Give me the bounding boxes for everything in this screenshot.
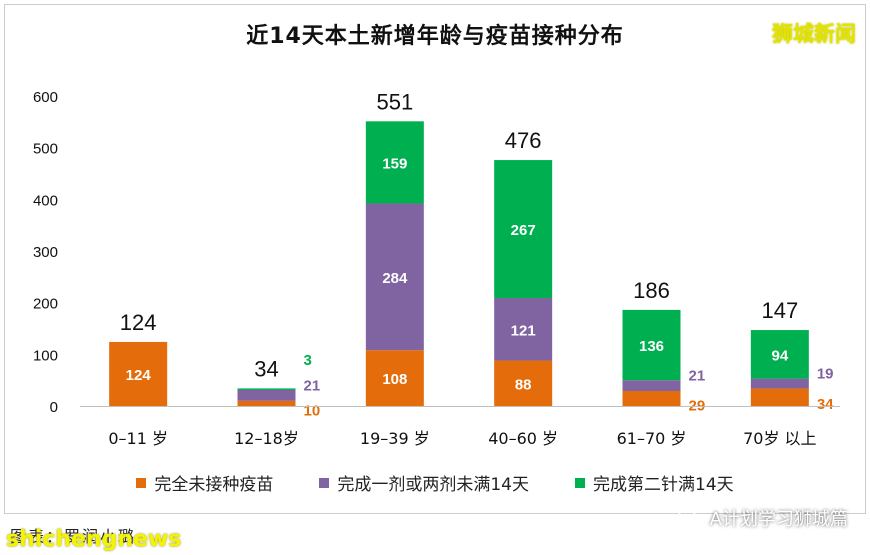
legend-swatch	[575, 477, 585, 488]
bar-segment	[365, 350, 424, 406]
total-label: 551	[376, 89, 413, 114]
segment-value-label: 121	[511, 322, 536, 339]
segment-value-label: 10	[304, 402, 321, 419]
chart-legend: 完全未接种疫苗 完成一剂或两剂未满14天 完成第二针满14天	[0, 470, 870, 495]
y-tick-label: 500	[33, 141, 58, 158]
account-name: A计划学习狮城篇	[709, 509, 848, 530]
bar-segment	[622, 309, 681, 381]
y-tick-label: 400	[33, 192, 58, 209]
brand-watermark: 狮城新闻	[772, 22, 856, 46]
x-tick-label: 0–11 岁	[108, 429, 168, 448]
bar-segment	[750, 330, 809, 379]
source-watermark: shichengnews	[6, 527, 182, 552]
chart-credit: 图表：罗润小璐	[10, 527, 137, 546]
total-label: 186	[633, 278, 670, 303]
x-tick-label: 70岁 以上	[743, 429, 816, 448]
bar-segment	[109, 341, 168, 406]
segment-value-label: 34	[817, 396, 834, 413]
legend-swatch	[319, 477, 330, 488]
segment-value-label: 88	[515, 376, 532, 393]
legend-item: 完全未接种疫苗	[136, 470, 273, 495]
total-label: 124	[120, 310, 157, 335]
y-tick-label: 100	[33, 347, 58, 364]
total-label: 476	[505, 128, 542, 153]
bar-segment	[494, 298, 553, 361]
chart-frame	[4, 4, 866, 514]
bar-segment	[622, 380, 681, 392]
segment-value-label: 3	[304, 352, 312, 369]
segment-value-label: 267	[511, 222, 536, 239]
segment-value-label: 124	[126, 367, 152, 384]
x-tick-label: 61–70 岁	[617, 429, 687, 448]
y-tick-label: 300	[33, 244, 58, 261]
y-tick-label: 600	[33, 89, 58, 106]
segment-value-label: 159	[382, 155, 407, 172]
bar-segment	[750, 388, 809, 406]
legend-label: 完成第二针满14天	[593, 475, 734, 495]
segment-value-label: 21	[689, 368, 706, 385]
y-tick-label: 0	[50, 399, 58, 416]
chart-title: 近14天本土新增年龄与疫苗接种分布	[246, 24, 624, 49]
legend-swatch	[136, 477, 147, 488]
x-tick-label: 19–39 岁	[360, 429, 430, 448]
bar-segment	[237, 388, 296, 390]
bar-segment	[365, 203, 424, 351]
bar-segment	[494, 160, 553, 299]
bar-segment	[494, 360, 553, 406]
total-label: 34	[254, 356, 278, 381]
bar-segment	[237, 400, 296, 406]
segment-value-label: 136	[639, 338, 664, 355]
wechat-icon	[677, 508, 702, 527]
chart-plot: 0 100 200 300 400 500 600 124 124 10 21 3 34 108 284 1…	[33, 89, 840, 448]
legend-item: 完成一剂或两剂未满14天	[319, 470, 529, 495]
bar-segment	[237, 389, 296, 401]
y-tick-label: 200	[33, 296, 58, 313]
segment-value-label: 94	[771, 347, 788, 364]
segment-value-label: 21	[304, 377, 321, 394]
legend-item: 完成第二针满14天	[575, 470, 734, 495]
bar-segment	[622, 391, 681, 406]
legend-label: 完成一剂或两剂未满14天	[337, 475, 529, 495]
x-tick-label: 12–18岁	[234, 429, 299, 448]
segment-value-label: 19	[817, 366, 834, 383]
bar-segment	[365, 121, 424, 204]
segment-value-label: 284	[382, 270, 408, 287]
x-tick-label: 40–60 岁	[488, 429, 558, 448]
segment-value-label: 108	[382, 371, 407, 388]
account-badge: A计划学习狮城篇	[677, 505, 848, 531]
total-label: 147	[761, 298, 798, 323]
legend-label: 完全未接种疫苗	[154, 475, 274, 495]
bar-segment	[750, 378, 809, 389]
